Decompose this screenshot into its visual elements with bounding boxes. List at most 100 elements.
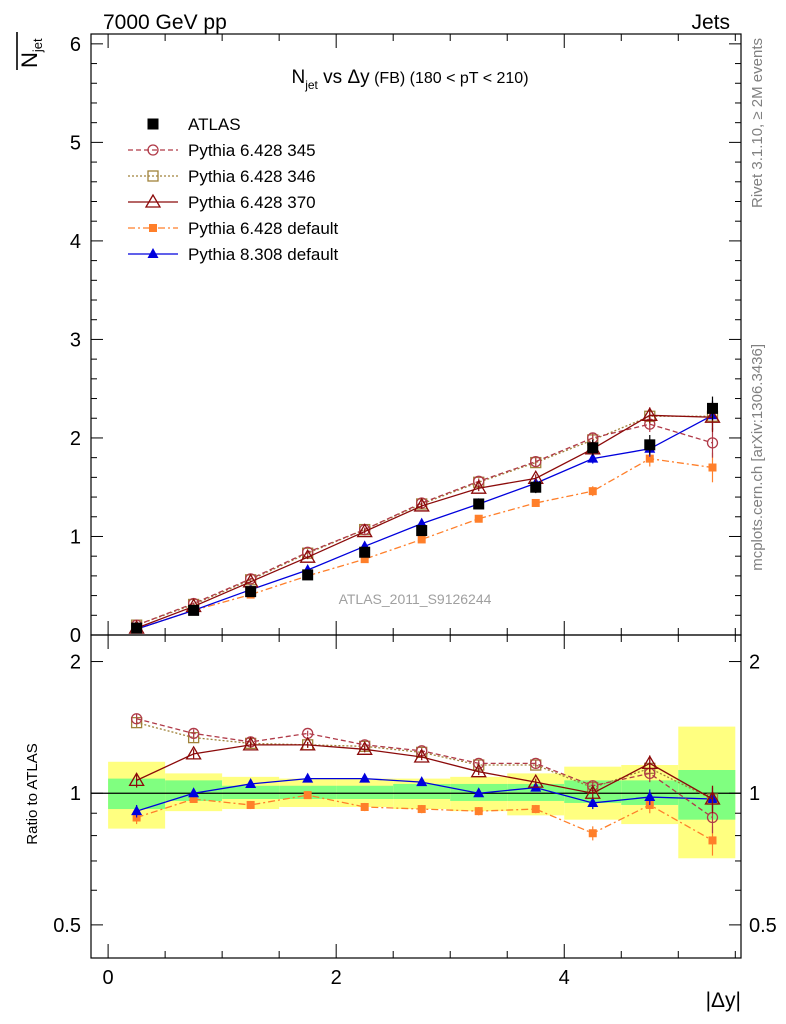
series-p370 <box>128 736 721 814</box>
point-data <box>706 402 718 414</box>
point-p8 <box>644 791 656 802</box>
legend: ATLAS Pythia 6.428 345 Pythia 6.428 346 Pyt… <box>128 115 339 264</box>
legend-item-p8: Pythia 8.308 default <box>128 245 339 264</box>
point-p370 <box>356 741 373 755</box>
point-pdef <box>588 487 597 496</box>
legend-marker-p370 <box>144 193 162 208</box>
legend-label-p345: Pythia 6.428 345 <box>188 141 316 160</box>
point-p370 <box>299 736 316 751</box>
legend-marker-p345 <box>147 144 159 156</box>
band-inner <box>393 783 451 800</box>
point-pdef <box>645 454 654 463</box>
point-data <box>416 525 428 537</box>
point-pdef <box>303 791 312 800</box>
point-data <box>188 604 200 616</box>
band-inner <box>336 785 394 800</box>
y-tick-label-right: 0.5 <box>749 915 777 937</box>
legend-item-pdef: Pythia 6.428 default <box>128 219 339 238</box>
top-y-label: Njet <box>16 32 45 70</box>
legend-item-p346: Pythia 6.428 346 <box>128 167 316 186</box>
y-tick-label: 5 <box>70 132 81 154</box>
legend-label-p346: Pythia 6.428 346 <box>188 167 316 186</box>
y-tick-label: 0 <box>70 625 81 647</box>
rivet-label: Rivet 3.1.10, ≥ 2M events <box>749 38 766 208</box>
header-right: Jets <box>691 11 730 34</box>
top-panel: 0 1 2 3 4 5 6 ATLAS Pythia 6.428 345 Pythia 6.42… <box>70 33 742 647</box>
plot-title-n: N <box>291 67 305 88</box>
point-p370 <box>242 736 259 751</box>
point-p370 <box>470 479 487 494</box>
point-p8 <box>416 776 428 787</box>
point-p8 <box>587 796 599 807</box>
series-line-p345 <box>136 423 713 626</box>
band-inner <box>222 785 280 800</box>
point-p8 <box>302 772 314 783</box>
point-pdef <box>531 805 540 814</box>
point-p8 <box>587 452 599 463</box>
y-tick-label: 4 <box>70 231 81 253</box>
point-data <box>131 622 143 634</box>
point-pdef <box>708 836 717 845</box>
y-tick-label-right: 1 <box>749 783 760 805</box>
series-data <box>131 396 718 634</box>
legend-label-data: ATLAS <box>188 115 241 134</box>
point-pdef <box>417 805 426 814</box>
point-p8 <box>245 777 257 788</box>
bottom-axes: 0.5 0.5 1 1 2 2 0 2 4 <box>53 634 777 989</box>
point-pdef <box>474 807 483 816</box>
point-p370 <box>527 773 544 788</box>
bottom-y-label: Ratio to ATLAS <box>24 743 41 844</box>
point-pdef <box>417 535 426 544</box>
point-p370 <box>299 548 316 563</box>
y-tick-label: 1 <box>70 783 81 805</box>
y-tick-label: 1 <box>70 526 81 548</box>
point-p345 <box>530 757 542 770</box>
point-pdef <box>360 555 369 564</box>
point-p345 <box>706 437 719 449</box>
legend-item-p370: Pythia 6.428 370 <box>128 193 316 212</box>
bottom-panel: 0.5 0.5 1 1 2 2 0 2 4 <box>53 634 777 989</box>
legend-marker-p346 <box>147 170 159 182</box>
point-p345 <box>530 455 542 468</box>
point-p345 <box>130 713 143 725</box>
plot-title-rest: vs Δy <box>318 67 370 88</box>
plot-title-sub: jet <box>304 78 318 92</box>
point-pdef <box>246 800 255 809</box>
point-p345 <box>187 727 200 740</box>
point-data <box>245 586 257 598</box>
y-tick-label: 2 <box>70 428 81 450</box>
point-p370 <box>641 755 658 770</box>
point-pdef <box>588 829 597 838</box>
point-data <box>359 546 371 558</box>
point-p370 <box>704 790 721 805</box>
point-p370 <box>128 772 145 787</box>
header-left: 7000 GeV pp <box>103 11 227 34</box>
point-pdef <box>708 463 717 472</box>
y-tick-label: 2 <box>70 652 81 674</box>
legend-marker-p8 <box>147 248 159 258</box>
legend-item-p345: Pythia 6.428 345 <box>128 141 316 160</box>
y-tick-label: 6 <box>70 34 81 56</box>
legend-marker-data <box>147 118 159 130</box>
point-data <box>302 569 314 581</box>
point-p370 <box>185 745 202 760</box>
point-data <box>530 481 542 493</box>
point-data <box>473 498 485 510</box>
x-tick-label: 0 <box>103 967 114 989</box>
x-axis-label: |Δy| <box>706 989 741 1012</box>
point-p370 <box>413 497 430 512</box>
legend-marker-pdef <box>149 224 157 232</box>
y-tick-label-right: 2 <box>749 652 760 674</box>
point-data <box>587 442 599 454</box>
point-p8 <box>188 787 200 798</box>
watermark: ATLAS_2011_S9126244 <box>339 591 492 607</box>
legend-label-pdef: Pythia 6.428 default <box>188 219 339 238</box>
legend-item-data: ATLAS <box>147 115 241 134</box>
point-p8 <box>131 805 143 816</box>
band-inner <box>507 783 565 801</box>
point-p370 <box>356 523 373 538</box>
point-p370 <box>413 748 430 763</box>
series-line-pdef <box>136 457 713 630</box>
point-p8 <box>359 772 371 783</box>
